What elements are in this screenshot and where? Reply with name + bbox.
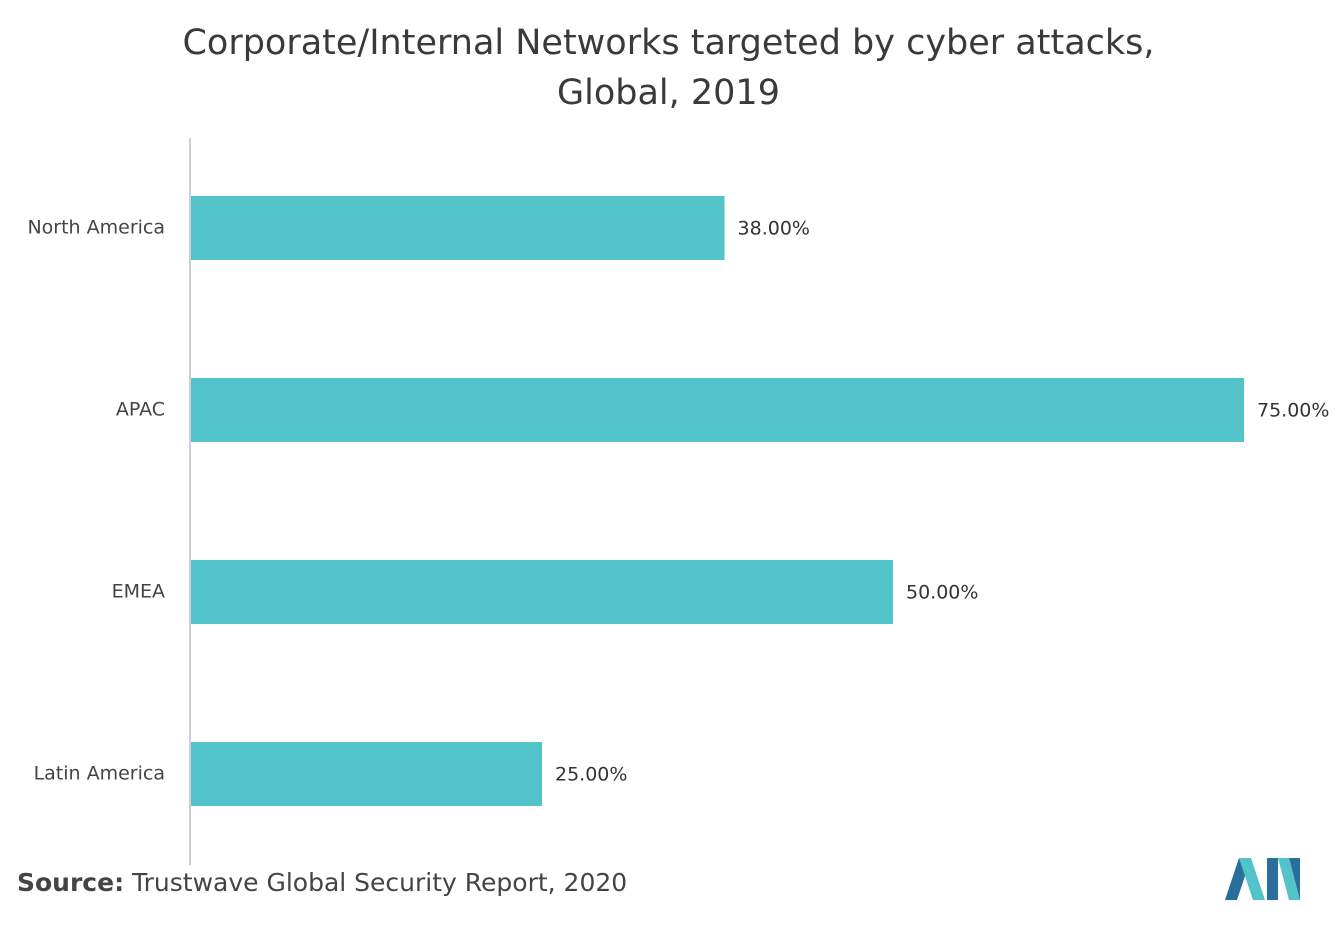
data-label: 38.00% [738,218,810,240]
mordor-intelligence-logo-icon [1225,858,1300,900]
chart-title: Corporate/Internal Networks targeted by … [0,18,1337,118]
category-tick-label: North America [27,217,165,239]
source-note: Source: Trustwave Global Security Report… [17,868,627,897]
logo-right-end-stroke [1289,858,1300,900]
source-label: Source: [17,868,125,897]
chart-title-line-2: Global, 2019 [557,73,780,113]
source-text: Trustwave Global Security Report, 2020 [124,868,628,897]
category-tick-label: APAC [116,399,165,421]
logo-middle-stroke [1239,858,1265,900]
data-label: 25.00% [555,764,627,786]
data-label: 50.00% [906,582,978,604]
bar [191,742,542,806]
bar [191,378,1244,442]
chart-title-line-1: Corporate/Internal Networks targeted by … [182,23,1155,63]
logo-right-diag-stroke [1278,858,1300,900]
bar [191,560,893,624]
logo-right-left-stroke [1267,858,1278,900]
category-tick-label: Latin America [34,763,165,785]
data-label: 75.00% [1257,400,1329,422]
category-tick-label: EMEA [112,581,165,603]
bar [191,196,725,260]
